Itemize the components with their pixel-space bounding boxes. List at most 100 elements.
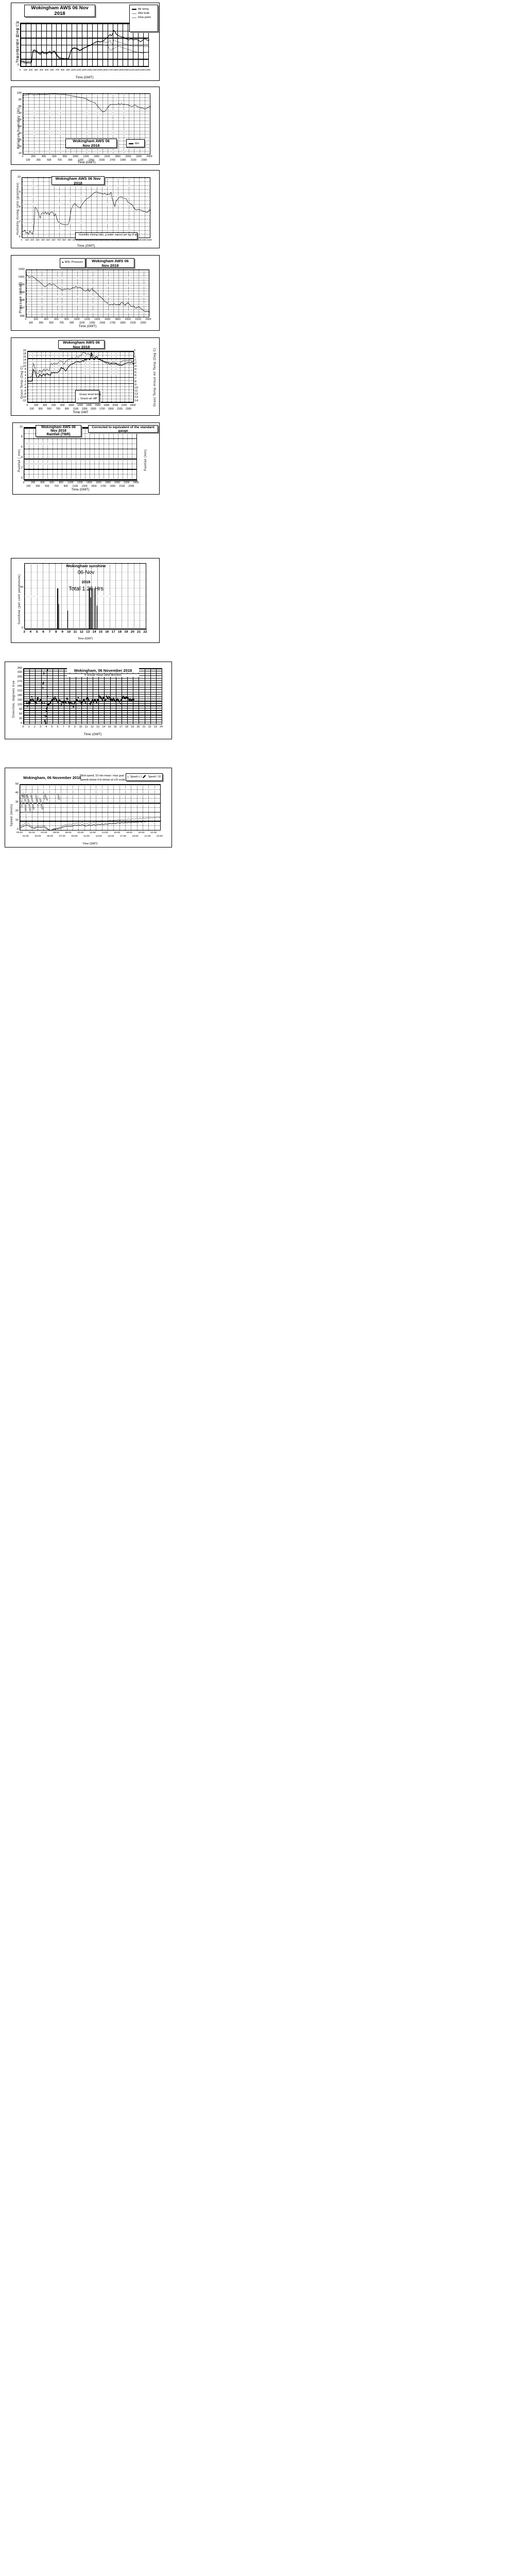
x-tick-label: 1500 — [91, 485, 97, 488]
y-tick-label-right: -6 — [134, 374, 136, 377]
plot-area-humidity-mixing-ratio — [22, 177, 151, 238]
x-tick-label: 7 — [48, 630, 51, 634]
x-tick-label: 1800 — [113, 69, 118, 71]
y-tick-label-right: -1 — [134, 358, 136, 362]
line-swatch-icon — [132, 13, 136, 14]
x-tick-label: 600 — [49, 481, 54, 484]
x-tick-label: 1200 — [77, 481, 83, 484]
x-tick-label: 900 — [64, 408, 70, 411]
legend-item-grass-level-temp[interactable]: Grass level temp — [79, 393, 101, 396]
x-tick-label: 2100 — [116, 408, 123, 411]
y-tick-label: 300 — [17, 675, 22, 679]
panel-sunshine: Wokingham sunshine 06-Nov 2018 Total 1.2… — [11, 558, 160, 643]
x-tick-label: 24 — [160, 725, 163, 728]
legend-item-air-temp[interactable]: Air temp — [132, 8, 156, 11]
x-tick-label: 2000 — [112, 404, 118, 407]
x-tick-label: 16 — [105, 630, 109, 634]
legend-item-msl-pressure[interactable]: MSL Pressure — [62, 261, 83, 264]
x-tick-label: 100 — [26, 485, 31, 488]
x-tick-label: 1100 — [78, 159, 84, 162]
wind-speed-title: Wokingham, 06 November 2018 — [23, 775, 81, 780]
x-tick-label: 800 — [59, 481, 63, 484]
y-tick-label: 8 — [21, 435, 23, 439]
y-tick-label-right: -5 — [134, 370, 136, 374]
x-tick-label: 500 — [45, 485, 49, 488]
legend-pressure[interactable]: MSL Pressure — [60, 258, 85, 268]
x-tick-label: 10 — [66, 630, 71, 634]
x-tick-label: 1200 — [77, 404, 83, 407]
y-tick-label-right: -3 — [134, 364, 136, 368]
y-tick-label: 330 — [17, 671, 22, 674]
y-tick-label-right: -2 — [134, 361, 136, 365]
x-tick-label: 1800 — [104, 404, 110, 407]
legend-temperature[interactable]: Air temp Wet bulb Dew point — [129, 5, 158, 32]
x-axis-label-temperature: Time (GMT) — [75, 76, 94, 79]
y-tick-label: 180 — [17, 694, 22, 697]
x-tick-label: 22:00 — [150, 832, 157, 834]
legend-row-wind-speed[interactable]: Speed x 1 Speed / 10 — [128, 775, 161, 778]
x-tick-label: 12 — [79, 630, 83, 634]
legend-wind-speed[interactable]: Speed x 1 Speed / 10 — [126, 773, 163, 781]
x-tick-label: 1600 — [102, 69, 108, 71]
y-tick-label: 998 — [20, 299, 25, 302]
x-tick-label: 2100 — [130, 321, 136, 325]
x-tick-label: 08:00 — [65, 832, 72, 834]
y-tick-label: 12 — [15, 42, 19, 45]
x-tick-label: 2000 — [124, 69, 129, 71]
x-tick-label: 100 — [28, 321, 33, 325]
x-tick-label: 1000 — [72, 239, 78, 241]
legend-item-grass-air-diff[interactable]: Grass-air diff — [78, 397, 97, 400]
line-swatch-icon — [129, 143, 133, 144]
x-tick-label: 1100 — [76, 69, 81, 71]
x-tick-label: 02:00 — [28, 832, 35, 834]
x-tick-label: 22 — [143, 630, 147, 634]
y-tick-label: 6 — [24, 370, 26, 374]
y-tick-label: 997 — [20, 307, 25, 310]
x-tick-label: 1700 — [110, 321, 116, 325]
x-tick-label: 11 — [73, 630, 77, 634]
x-tick-label: 600 — [52, 155, 57, 158]
x-tick-label: 22 — [148, 725, 151, 728]
x-tick-label: 500 — [46, 239, 50, 241]
y-tick-label: -2 — [24, 383, 26, 387]
y-tick-label: 12 — [23, 361, 26, 365]
x-tick-label: 1200 — [83, 239, 88, 241]
x-tick-label: 400 — [42, 404, 47, 407]
legend-relative-humidity[interactable]: RH — [126, 139, 145, 147]
x-tick-label: 1500 — [90, 408, 96, 411]
y-tick-label: 240 — [17, 685, 22, 688]
x-tick-label: 1000 — [72, 155, 79, 158]
x-tick-label: 2200 — [134, 69, 140, 71]
x-tick-label: 06:00 — [53, 832, 59, 834]
x-tick-label: 1900 — [120, 239, 126, 241]
x-tick-label: 2300 — [125, 408, 132, 411]
x-tick-label: 19 — [124, 630, 128, 634]
y-tick-label: 10 — [15, 49, 19, 53]
x-tick-label: 1900 — [119, 321, 126, 325]
legend-item-rh[interactable]: RH — [129, 142, 142, 145]
x-tick-label: 3 — [23, 630, 25, 634]
x-tick-label: 600 — [50, 69, 54, 71]
x-tick-label: 1100 — [73, 408, 79, 411]
x-tick-label: 200 — [30, 239, 35, 241]
x-tick-label: 800 — [64, 318, 69, 321]
legend-grass-temperature[interactable]: Grass level temp Grass-air diff — [75, 390, 101, 403]
x-tick-label: 1000 — [71, 69, 76, 71]
x-tick-label: 13 — [86, 630, 90, 634]
x-tick-label: 2400 — [133, 481, 139, 484]
x-tick-label: 1600 — [104, 239, 110, 241]
chart-title-rainfall: Wokingham AWS 06 Nov 2018 Rainfall (TBR) — [36, 425, 81, 437]
x-tick-label: 900 — [67, 239, 72, 241]
legend-item-wet-bulb[interactable]: Wet bulb — [132, 12, 156, 15]
y-tick-label: 16 — [15, 28, 19, 31]
rainfall-title-line1: Wokingham AWS 06 Nov 2018 — [41, 426, 76, 433]
y-tick-label: 360 — [17, 666, 22, 670]
y-tick-label: 10 — [17, 175, 21, 179]
legend-item-hmr[interactable]: Humidity mixing ratio, g water vapour pe… — [79, 233, 138, 236]
x-tick-label: 0 — [21, 239, 23, 241]
legend-humidity-mixing-ratio[interactable]: Humidity mixing ratio, g water vapour pe… — [75, 232, 138, 240]
x-tick-label: 2100 — [119, 485, 125, 488]
legend-item-dew-point[interactable]: Dew point — [132, 16, 156, 19]
rainfall-title-line2: Rainfall (TBR) — [46, 433, 71, 436]
x-tick-label: 1200 — [84, 318, 90, 321]
